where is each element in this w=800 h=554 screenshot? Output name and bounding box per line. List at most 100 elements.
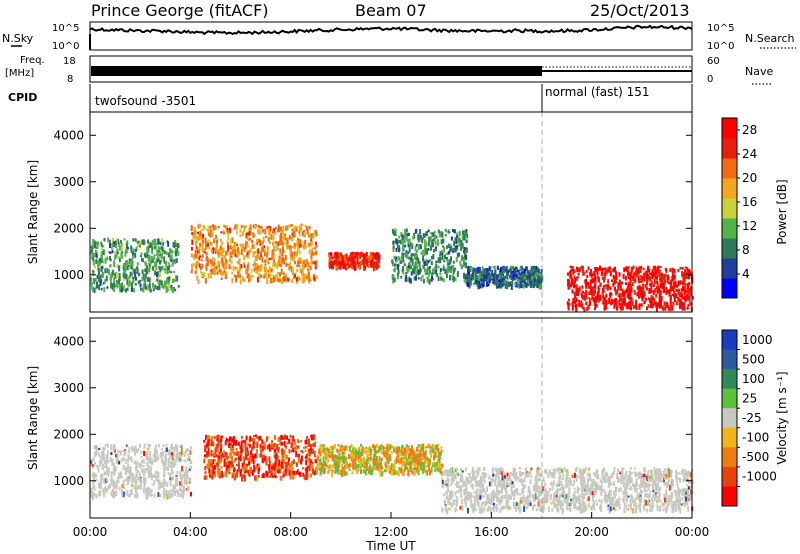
- data-cell: [215, 446, 218, 451]
- data-cell: [128, 457, 131, 460]
- data-cell: [321, 464, 324, 468]
- data-cell: [118, 258, 121, 263]
- data-cell: [231, 279, 234, 284]
- data-cell: [672, 291, 675, 294]
- data-cell: [413, 256, 416, 260]
- data-cell: [252, 232, 255, 239]
- data-cell: [440, 446, 443, 449]
- data-cell: [105, 488, 108, 493]
- data-cell: [594, 296, 597, 301]
- data-cell: [300, 455, 303, 461]
- data-cell: [608, 266, 611, 272]
- data-cell: [280, 236, 283, 239]
- data-cell: [106, 469, 109, 474]
- data-cell: [128, 447, 131, 454]
- data-cell: [114, 240, 117, 245]
- data-cell: [627, 266, 630, 269]
- data-cell: [607, 267, 610, 272]
- data-cell: [522, 283, 525, 289]
- data-cell: [365, 252, 368, 256]
- data-cell: [139, 484, 142, 490]
- data-cell: [639, 292, 642, 296]
- data-cell: [126, 263, 129, 267]
- data-cell: [385, 445, 388, 451]
- data-cell: [401, 234, 404, 238]
- data-cell: [218, 455, 221, 459]
- data-cell: [506, 283, 508, 290]
- data-cell: [287, 237, 290, 240]
- data-cell: [103, 287, 106, 292]
- data-cell: [474, 279, 477, 285]
- data-cell: [213, 269, 216, 276]
- data-cell: [439, 257, 442, 263]
- data-cell: [642, 268, 645, 271]
- data-cell: [422, 252, 425, 255]
- data-cell: [140, 450, 143, 454]
- data-cell: [573, 282, 575, 288]
- data-cell: [381, 447, 383, 450]
- data-cell: [335, 465, 338, 470]
- data-cell: [481, 271, 484, 277]
- data-cell: [370, 468, 373, 475]
- data-cell: [311, 465, 314, 470]
- data-cell: [223, 458, 226, 464]
- data-cell: [286, 435, 288, 440]
- data-cell: [276, 468, 279, 472]
- data-cell: [615, 302, 618, 307]
- data-cell: [125, 444, 128, 447]
- data-cell: [489, 277, 492, 283]
- data-cell: [130, 264, 133, 270]
- data-cell: [671, 267, 674, 273]
- data-cell: [213, 464, 216, 469]
- data-cell: [264, 267, 267, 271]
- data-cell: [130, 460, 133, 463]
- data-cell: [264, 272, 267, 279]
- data-cell: [447, 252, 449, 255]
- data-cell: [308, 242, 311, 247]
- data-cell: [177, 493, 180, 497]
- data-cell: [641, 291, 644, 298]
- data-cell: [663, 274, 665, 280]
- data-cell: [110, 445, 113, 451]
- data-cell: [329, 264, 331, 269]
- data-cell: [248, 457, 251, 461]
- data-cell: [253, 437, 256, 441]
- data-cell: [251, 275, 254, 278]
- data-cell: [177, 459, 180, 463]
- data-cell: [170, 489, 173, 495]
- data-cell: [243, 474, 246, 477]
- data-cell: [630, 269, 633, 276]
- data-cell: [417, 245, 420, 251]
- data-cell: [369, 261, 372, 265]
- data-cell: [359, 461, 362, 467]
- data-cell: [407, 251, 410, 254]
- data-cell: [251, 457, 254, 461]
- data-cell: [219, 238, 222, 242]
- data-cell: [429, 470, 431, 476]
- data-cell: [236, 275, 239, 280]
- data-cell: [308, 458, 311, 461]
- data-cell: [441, 463, 443, 469]
- data-cell: [130, 478, 133, 483]
- data-cell: [213, 260, 216, 266]
- data-cell: [104, 486, 107, 490]
- data-cell: [99, 280, 102, 286]
- data-cell: [405, 466, 408, 470]
- data-cell: [187, 448, 190, 451]
- data-cell: [376, 263, 379, 266]
- data-cell: [350, 444, 353, 448]
- data-cell: [444, 480, 447, 486]
- data-cell: [669, 287, 672, 290]
- data-cell: [310, 434, 313, 438]
- data-cell: [310, 254, 313, 259]
- data-cell: [298, 242, 301, 248]
- data-cell: [295, 444, 298, 450]
- data-cell: [309, 460, 312, 463]
- data-cell: [263, 245, 266, 248]
- data-cell: [104, 444, 107, 447]
- data-cell: [111, 458, 114, 461]
- data-cell: [208, 459, 210, 462]
- data-cell: [410, 455, 413, 458]
- data-cell: [477, 267, 480, 273]
- data-cell: [403, 240, 406, 244]
